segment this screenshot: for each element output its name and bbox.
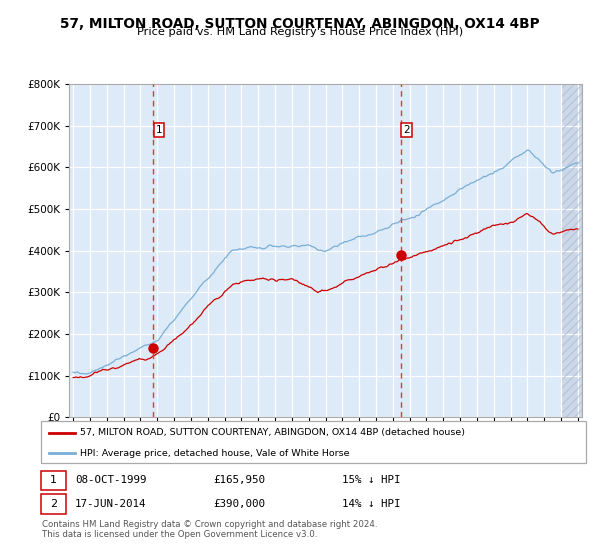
Text: 2: 2 xyxy=(403,125,410,135)
Bar xyxy=(562,84,586,417)
Text: 2: 2 xyxy=(50,499,57,509)
Bar xyxy=(562,84,586,417)
Text: 57, MILTON ROAD, SUTTON COURTENAY, ABINGDON, OX14 4BP (detached house): 57, MILTON ROAD, SUTTON COURTENAY, ABING… xyxy=(80,428,465,437)
Text: 57, MILTON ROAD, SUTTON COURTENAY, ABINGDON, OX14 4BP: 57, MILTON ROAD, SUTTON COURTENAY, ABING… xyxy=(60,17,540,31)
Text: 08-OCT-1999: 08-OCT-1999 xyxy=(75,475,146,486)
Text: 1: 1 xyxy=(156,125,163,135)
Text: £390,000: £390,000 xyxy=(213,499,265,509)
Text: 15% ↓ HPI: 15% ↓ HPI xyxy=(342,475,401,486)
Text: Contains HM Land Registry data © Crown copyright and database right 2024.: Contains HM Land Registry data © Crown c… xyxy=(42,520,377,529)
Text: This data is licensed under the Open Government Licence v3.0.: This data is licensed under the Open Gov… xyxy=(42,530,317,539)
Text: HPI: Average price, detached house, Vale of White Horse: HPI: Average price, detached house, Vale… xyxy=(80,449,349,458)
Text: 1: 1 xyxy=(50,475,57,486)
Text: Price paid vs. HM Land Registry's House Price Index (HPI): Price paid vs. HM Land Registry's House … xyxy=(137,27,463,38)
Text: 14% ↓ HPI: 14% ↓ HPI xyxy=(342,499,401,509)
Text: £165,950: £165,950 xyxy=(213,475,265,486)
Text: 17-JUN-2014: 17-JUN-2014 xyxy=(75,499,146,509)
